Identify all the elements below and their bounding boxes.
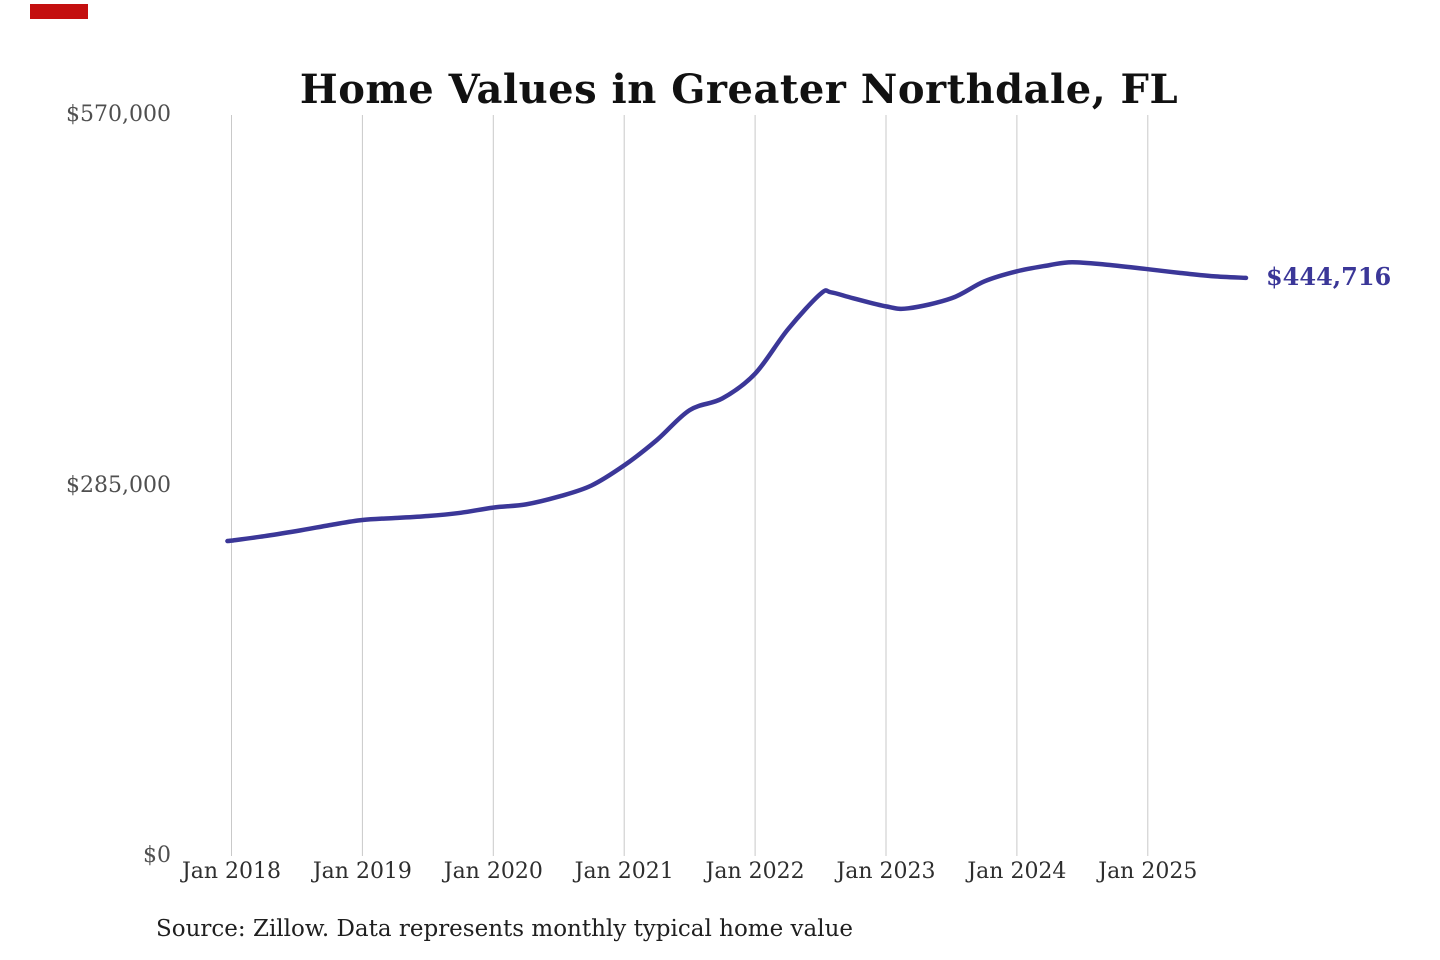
x-tick-label: Jan 2018 xyxy=(181,859,282,884)
x-tick-label: Jan 2020 xyxy=(443,859,543,884)
home-value-line xyxy=(225,259,1249,544)
red-marker-artifact xyxy=(30,4,88,19)
chart-title: Home Values in Greater Northdale, FL xyxy=(299,65,1179,113)
y-tick-label: $285,000 xyxy=(66,472,171,498)
y-tick-label: $570,000 xyxy=(66,102,171,127)
x-tick-label: Jan 2025 xyxy=(1098,859,1198,884)
vertical-gridlines xyxy=(231,115,1149,856)
latest-value-label: $444,716 xyxy=(1265,261,1392,291)
x-tick-label: Jan 2022 xyxy=(705,859,805,884)
x-tick-label: Jan 2021 xyxy=(574,859,674,884)
source-note: Source: Zillow. Data represents monthly … xyxy=(156,916,854,942)
y-tick-label: $0 xyxy=(143,843,171,868)
x-tick-label: Jan 2019 xyxy=(312,859,412,884)
x-tick-label: Jan 2023 xyxy=(836,859,936,884)
x-tick-label: Jan 2024 xyxy=(967,859,1067,884)
